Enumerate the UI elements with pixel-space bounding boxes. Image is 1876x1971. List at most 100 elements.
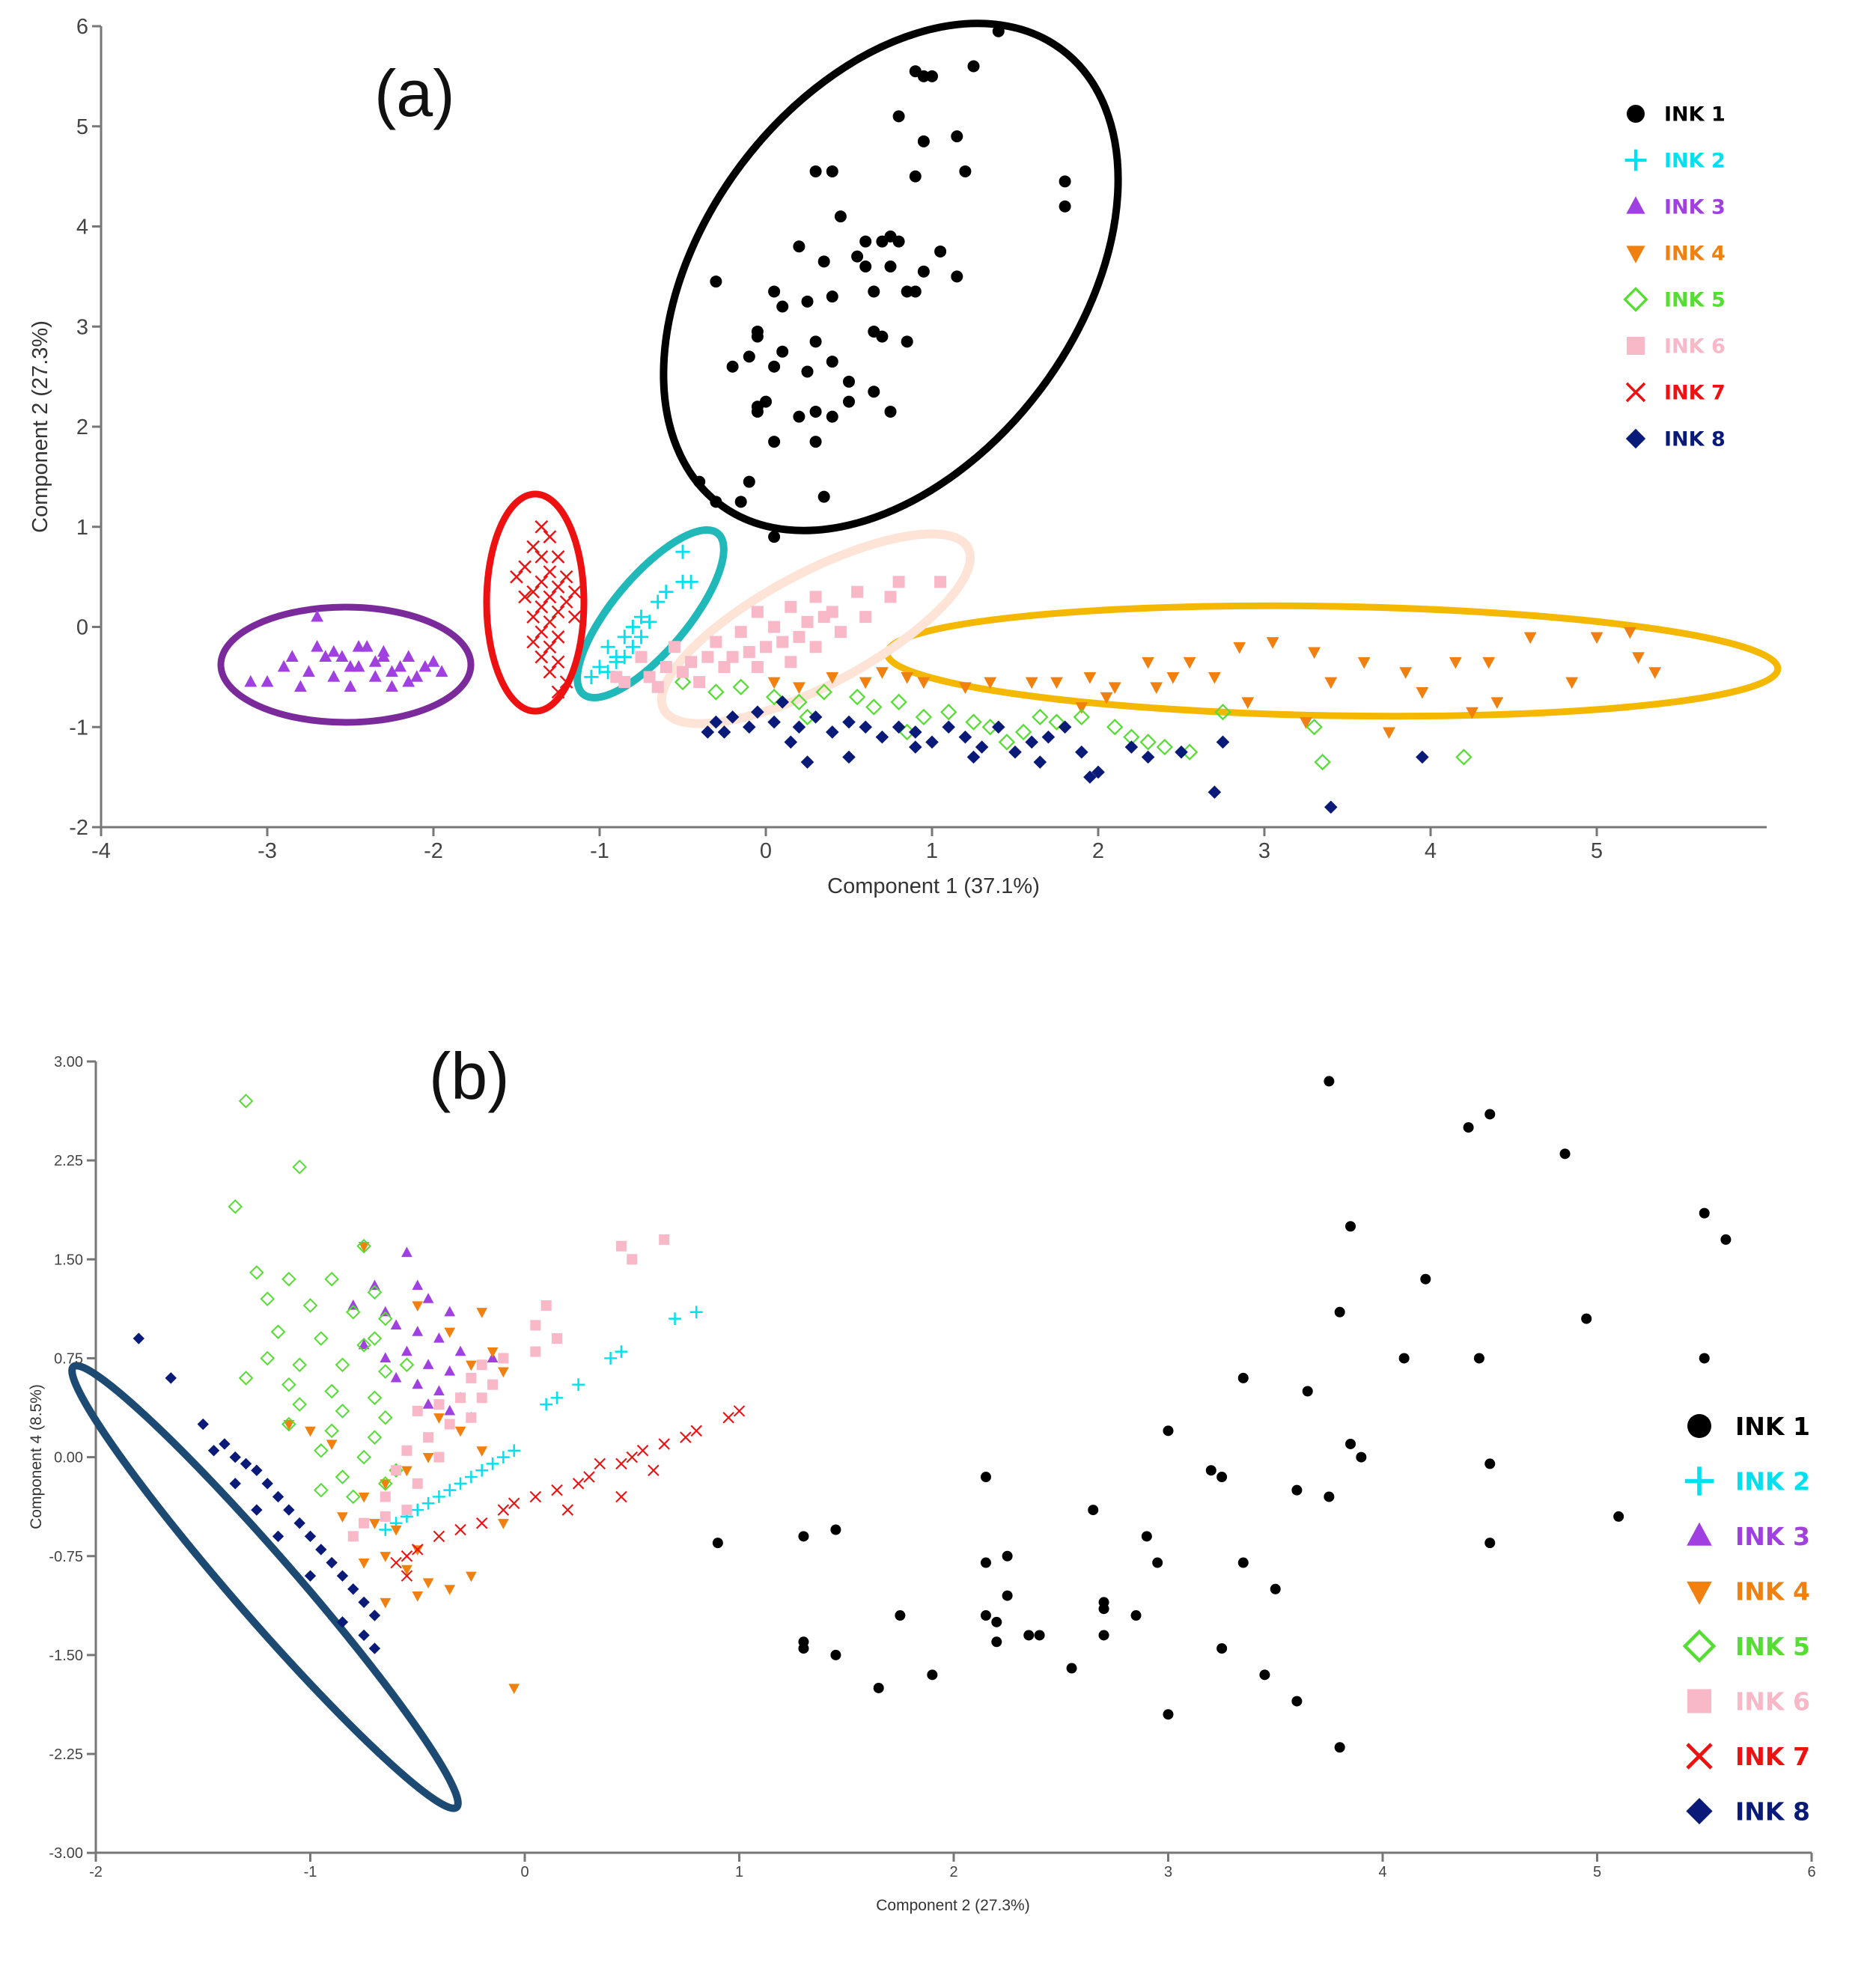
ink-8-point bbox=[304, 1530, 317, 1543]
y-tick-label: 2.25 bbox=[54, 1153, 83, 1169]
y-tick-label: 6 bbox=[76, 15, 88, 39]
ink-8-point bbox=[925, 735, 939, 749]
ink-5-point bbox=[377, 1364, 393, 1379]
ink-5-point bbox=[270, 1324, 286, 1340]
ink-2-point bbox=[572, 1378, 585, 1392]
ink-7-point bbox=[543, 615, 557, 629]
x-tick-label: 0 bbox=[520, 1864, 529, 1880]
ink-5-point bbox=[1455, 749, 1473, 766]
ink-3-point bbox=[412, 1326, 424, 1336]
ink-5-point bbox=[281, 1271, 296, 1287]
ink-1-point bbox=[693, 475, 706, 488]
ink-8-point bbox=[875, 730, 889, 744]
ink-7-point bbox=[615, 1490, 627, 1503]
ink-1-point bbox=[1291, 1696, 1303, 1707]
ink-7-point bbox=[551, 630, 565, 644]
ink-5-point bbox=[356, 1338, 371, 1353]
ink-5-point bbox=[765, 688, 783, 706]
y-tick-label: 0.00 bbox=[54, 1450, 83, 1466]
ink-1-point bbox=[926, 70, 938, 82]
ink-1-point bbox=[859, 235, 872, 248]
ink-6-point bbox=[466, 1372, 477, 1383]
ink-2-point bbox=[642, 615, 657, 630]
y-tick-label: 3.00 bbox=[54, 1054, 83, 1070]
ink-1-point bbox=[1699, 1207, 1710, 1219]
ink-1-point bbox=[951, 270, 963, 283]
legend-label: INK 5 bbox=[1735, 1632, 1810, 1661]
legend-label: INK 6 bbox=[1735, 1687, 1810, 1716]
ink-8-point bbox=[1324, 800, 1338, 814]
ink-1-point bbox=[868, 386, 880, 398]
ink-6-point bbox=[412, 1405, 423, 1416]
ink-7-point bbox=[543, 565, 557, 579]
ink-1-point bbox=[1023, 1630, 1035, 1641]
ink-4-point bbox=[1183, 657, 1196, 669]
ink-1-point bbox=[1334, 1742, 1345, 1753]
ink-1-point bbox=[801, 295, 814, 308]
ink-6-point bbox=[380, 1491, 391, 1502]
ink-7-point bbox=[559, 675, 573, 689]
ink-8-point bbox=[1041, 730, 1056, 744]
ink-5-point bbox=[302, 1298, 318, 1313]
panel-b-legend: INK 1 INK 2 INK 3 INK 4 INK 5 INK 6 INK 7 INK 8 bbox=[1682, 1412, 1810, 1826]
ink-2-point bbox=[617, 650, 632, 665]
ink-1-point bbox=[809, 405, 822, 418]
ink-8-point bbox=[1091, 765, 1105, 779]
legend-item-ink-4: INK 4 bbox=[1626, 243, 1726, 266]
ink-3-point bbox=[294, 680, 307, 692]
ink-1-point bbox=[809, 436, 822, 448]
ink-8-point bbox=[165, 1372, 177, 1384]
ink-2-point bbox=[609, 654, 624, 669]
legend-label: INK 7 bbox=[1664, 382, 1726, 405]
y-tick-label: 4 bbox=[76, 216, 88, 240]
ink-1-point bbox=[751, 405, 764, 418]
ink-8-point bbox=[219, 1438, 231, 1450]
ink-3-point bbox=[410, 670, 424, 682]
ink-8-point bbox=[1033, 755, 1047, 769]
ink-5-point bbox=[281, 1416, 296, 1432]
ink-4-point bbox=[283, 1419, 295, 1431]
ink-7-point bbox=[551, 580, 565, 594]
ink-1-point bbox=[1484, 1458, 1496, 1469]
ink-1-series bbox=[712, 1076, 1732, 1753]
ink-5-point bbox=[260, 1291, 275, 1306]
ink-5-point bbox=[367, 1430, 383, 1445]
ink-4-point bbox=[1482, 657, 1496, 669]
ink-4-point bbox=[1357, 657, 1371, 669]
ink-1-point bbox=[917, 135, 930, 147]
ink-1-point bbox=[768, 436, 781, 448]
ink-6-point bbox=[610, 671, 623, 683]
ink-1-point bbox=[1484, 1109, 1496, 1120]
ink-6-cluster-ellipse bbox=[657, 529, 975, 728]
ink-1-point bbox=[843, 375, 855, 388]
ink-1-point bbox=[1699, 1353, 1710, 1364]
ink-7-point bbox=[594, 1457, 606, 1470]
ink-1-point bbox=[951, 130, 963, 143]
legend-marker-ink-5 bbox=[1682, 1629, 1717, 1663]
ink-1-point bbox=[830, 1649, 841, 1660]
ink-1-point bbox=[1613, 1511, 1624, 1522]
ink-4-point bbox=[984, 677, 997, 689]
ink-2-point bbox=[669, 1312, 681, 1325]
ink-1-point bbox=[776, 300, 789, 313]
ink-1-series bbox=[693, 25, 1071, 543]
legend-item-ink-2: INK 2 bbox=[1684, 1466, 1810, 1496]
legend-label: INK 6 bbox=[1664, 335, 1726, 359]
ink-4-series bbox=[283, 1242, 520, 1694]
ink-8-point bbox=[992, 720, 1005, 734]
ink-1-point bbox=[1302, 1386, 1313, 1397]
ink-8-point bbox=[1416, 750, 1429, 764]
ink-1-point bbox=[1130, 1610, 1142, 1621]
ink-8-point bbox=[1025, 735, 1038, 749]
ink-3-point bbox=[285, 650, 299, 662]
ink-4-point bbox=[1208, 671, 1221, 684]
ink-2-point bbox=[508, 1444, 521, 1457]
legend-item-ink-7: INK 7 bbox=[1625, 382, 1726, 405]
ink-5-point bbox=[314, 1331, 329, 1346]
y-tick-label: -3.00 bbox=[49, 1845, 83, 1862]
legend-label: INK 1 bbox=[1735, 1412, 1810, 1441]
ink-5-point bbox=[732, 678, 749, 695]
ink-8-series bbox=[701, 695, 1429, 814]
ink-6-point bbox=[677, 665, 689, 678]
